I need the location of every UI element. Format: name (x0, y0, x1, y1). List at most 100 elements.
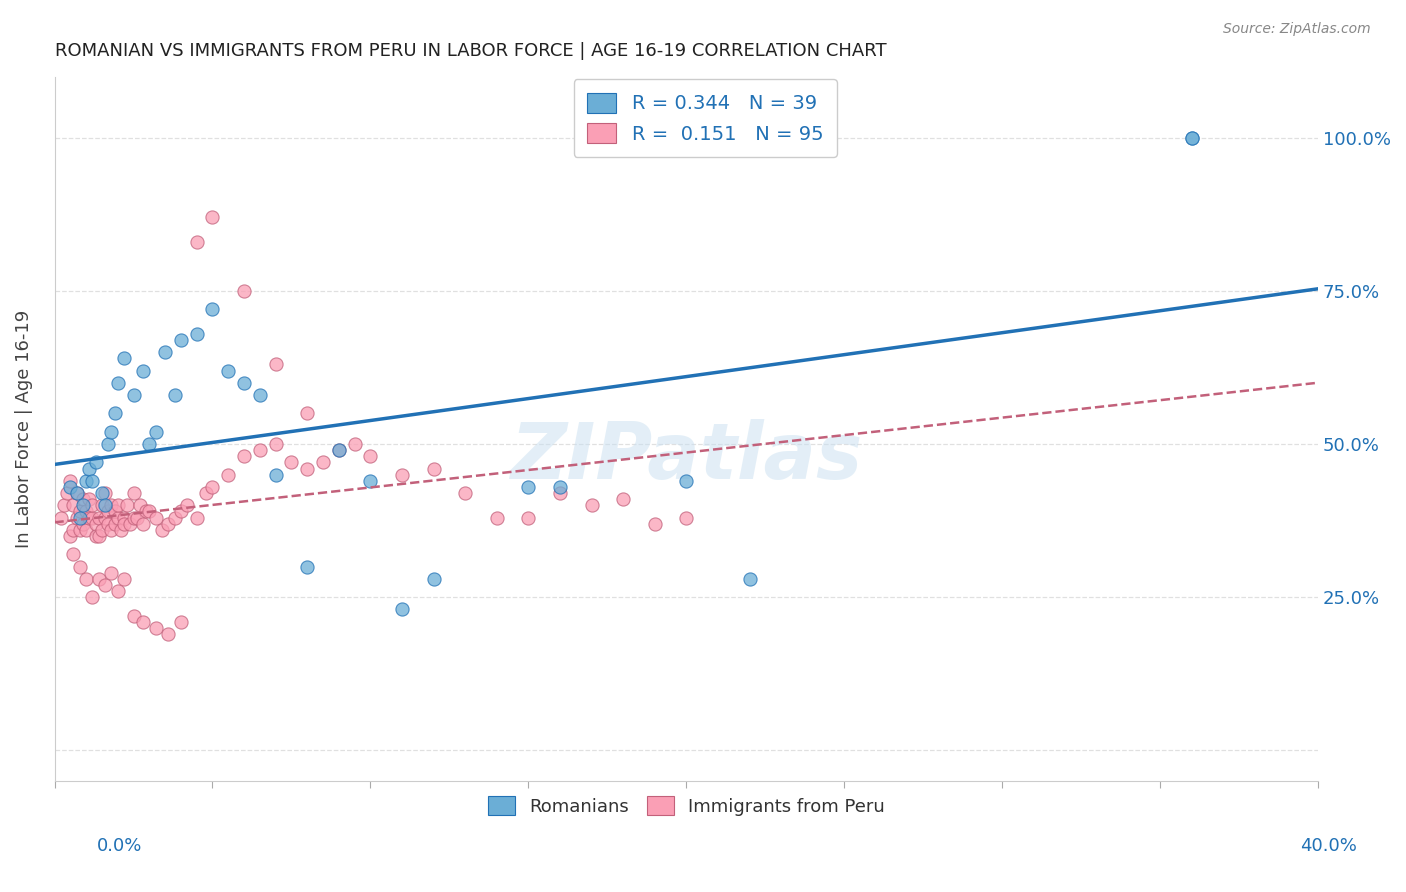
Point (612, 492, 634, 507)
Point (59, 474, 82, 488)
Y-axis label: In Labor Force | Age 16-19: In Labor Force | Age 16-19 (15, 310, 32, 548)
Point (517, 510, 540, 524)
Point (59, 480, 82, 494)
Point (280, 455, 302, 469)
Point (264, 467, 287, 482)
Point (115, 499, 138, 513)
Point (738, 572, 761, 586)
Point (100, 566, 122, 580)
Point (125, 510, 148, 524)
Point (107, 510, 129, 524)
Point (201, 211, 224, 225)
Point (59, 529, 82, 543)
Point (233, 450, 256, 464)
Point (176, 499, 198, 513)
Point (195, 486, 218, 500)
Point (103, 516, 125, 531)
Point (1181, 131, 1204, 145)
Point (84, 529, 107, 543)
Point (94, 510, 117, 524)
Point (90, 499, 112, 513)
Legend: Romanians, Immigrants from Peru: Romanians, Immigrants from Peru (478, 788, 894, 825)
Point (120, 516, 142, 531)
Point (170, 504, 193, 518)
Point (122, 486, 145, 500)
Point (100, 499, 122, 513)
Text: ROMANIAN VS IMMIGRANTS FROM PERU IN LABOR FORCE | AGE 16-19 CORRELATION CHART: ROMANIAN VS IMMIGRANTS FROM PERU IN LABO… (55, 42, 886, 60)
Point (297, 559, 319, 574)
Point (107, 499, 129, 513)
Point (264, 437, 287, 451)
Point (94, 486, 117, 500)
Point (103, 407, 125, 421)
Point (1181, 131, 1204, 145)
Point (122, 510, 145, 524)
Point (66, 486, 89, 500)
Point (170, 615, 193, 629)
Point (112, 351, 135, 366)
Point (75, 474, 97, 488)
Point (84, 516, 107, 531)
Point (170, 333, 193, 347)
Point (132, 363, 155, 377)
Point (264, 358, 287, 372)
Point (312, 455, 335, 469)
Point (82, 591, 104, 605)
Point (163, 388, 186, 402)
Point (391, 602, 413, 616)
Point (122, 608, 145, 623)
Point (157, 627, 180, 641)
Point (53, 499, 76, 513)
Point (548, 486, 571, 500)
Point (145, 425, 167, 439)
Point (84, 455, 107, 469)
Point (72, 516, 94, 531)
Point (328, 443, 350, 458)
Point (103, 504, 125, 518)
Point (82, 499, 104, 513)
Point (517, 480, 540, 494)
Point (107, 376, 129, 390)
Point (581, 499, 603, 513)
Point (75, 504, 97, 518)
Point (110, 523, 132, 537)
Point (233, 376, 256, 390)
Point (249, 443, 271, 458)
Point (87, 510, 110, 524)
Point (100, 523, 122, 537)
Point (90, 523, 112, 537)
Point (132, 516, 155, 531)
Point (66, 486, 89, 500)
Point (97, 516, 120, 531)
Point (72, 492, 94, 507)
Point (69, 510, 91, 524)
Point (82, 510, 104, 524)
Point (186, 326, 208, 341)
Point (217, 363, 239, 377)
Point (135, 504, 157, 518)
Point (112, 510, 135, 524)
Point (359, 474, 381, 488)
Point (145, 621, 167, 635)
Point (217, 467, 239, 482)
Point (112, 572, 135, 586)
Text: ZIPatlas: ZIPatlas (510, 419, 862, 495)
Point (233, 284, 256, 298)
Point (94, 578, 117, 592)
Point (97, 437, 120, 451)
Point (145, 510, 167, 524)
Point (128, 499, 150, 513)
Point (485, 510, 508, 524)
Point (87, 572, 110, 586)
Text: 40.0%: 40.0% (1301, 837, 1357, 855)
Point (297, 407, 319, 421)
Point (94, 499, 117, 513)
Point (297, 461, 319, 475)
Point (644, 516, 666, 531)
Point (186, 510, 208, 524)
Point (56, 486, 79, 500)
Point (328, 443, 350, 458)
Point (138, 504, 160, 518)
Text: Source: ZipAtlas.com: Source: ZipAtlas.com (1223, 22, 1371, 37)
Point (548, 480, 571, 494)
